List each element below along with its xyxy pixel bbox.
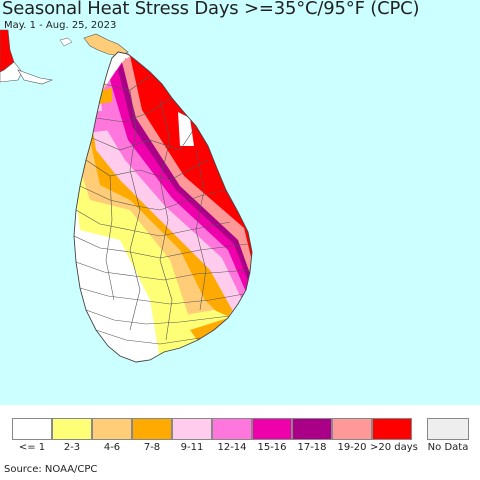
band-15-16 [110, 62, 252, 292]
legend-label: 17-18 [297, 442, 327, 453]
legend-label-no-data: No Data [427, 442, 469, 453]
source-credit: Source: NOAA/CPC [4, 464, 98, 475]
nw-orange-pocket [96, 88, 112, 104]
island-small [59, 37, 73, 47]
legend-swatch [132, 418, 172, 440]
south-yellow [168, 310, 232, 342]
date-range: May. 1 - Aug. 25, 2023 [4, 20, 117, 31]
legend-swatch [92, 418, 132, 440]
legend-swatch [212, 418, 252, 440]
legend-swatch-no-data [427, 418, 469, 440]
legend-swatch [292, 418, 332, 440]
legend: <= 1 2-3 4-6 7-8 9-11 12-14 15-16 17-18 19-20 >20… [0, 405, 480, 460]
legend-label: 2-3 [63, 442, 81, 453]
legend-label: 4-6 [103, 442, 121, 453]
trinco-gap [178, 112, 194, 146]
legend-swatch [372, 418, 412, 440]
band-17-18 [118, 58, 252, 286]
legend-label: 15-16 [257, 442, 287, 453]
sri-lanka-map [0, 29, 253, 363]
legend-label: 7-8 [143, 442, 161, 453]
band-12-14 [100, 70, 250, 300]
adams-bridge [17, 69, 54, 85]
legend-label: >20 days [370, 442, 418, 453]
band-19-20 [122, 56, 252, 282]
legend-swatch [52, 418, 92, 440]
legend-swatch [252, 418, 292, 440]
coastline [73, 51, 253, 363]
legend-swatch [332, 418, 372, 440]
legend-label: 12-14 [217, 442, 247, 453]
legend-swatch [172, 418, 212, 440]
legend-swatch [12, 418, 52, 440]
map-title: Seasonal Heat Stress Days >=35°C/95°F (C… [2, 0, 420, 19]
legend-label: 19-20 [337, 442, 367, 453]
legend-label: 9-11 [180, 442, 204, 453]
district-borders [74, 75, 251, 345]
legend-label: <= 1 [18, 442, 46, 453]
map-panel: Seasonal Heat Stress Days >=35°C/95°F (C… [0, 0, 480, 405]
